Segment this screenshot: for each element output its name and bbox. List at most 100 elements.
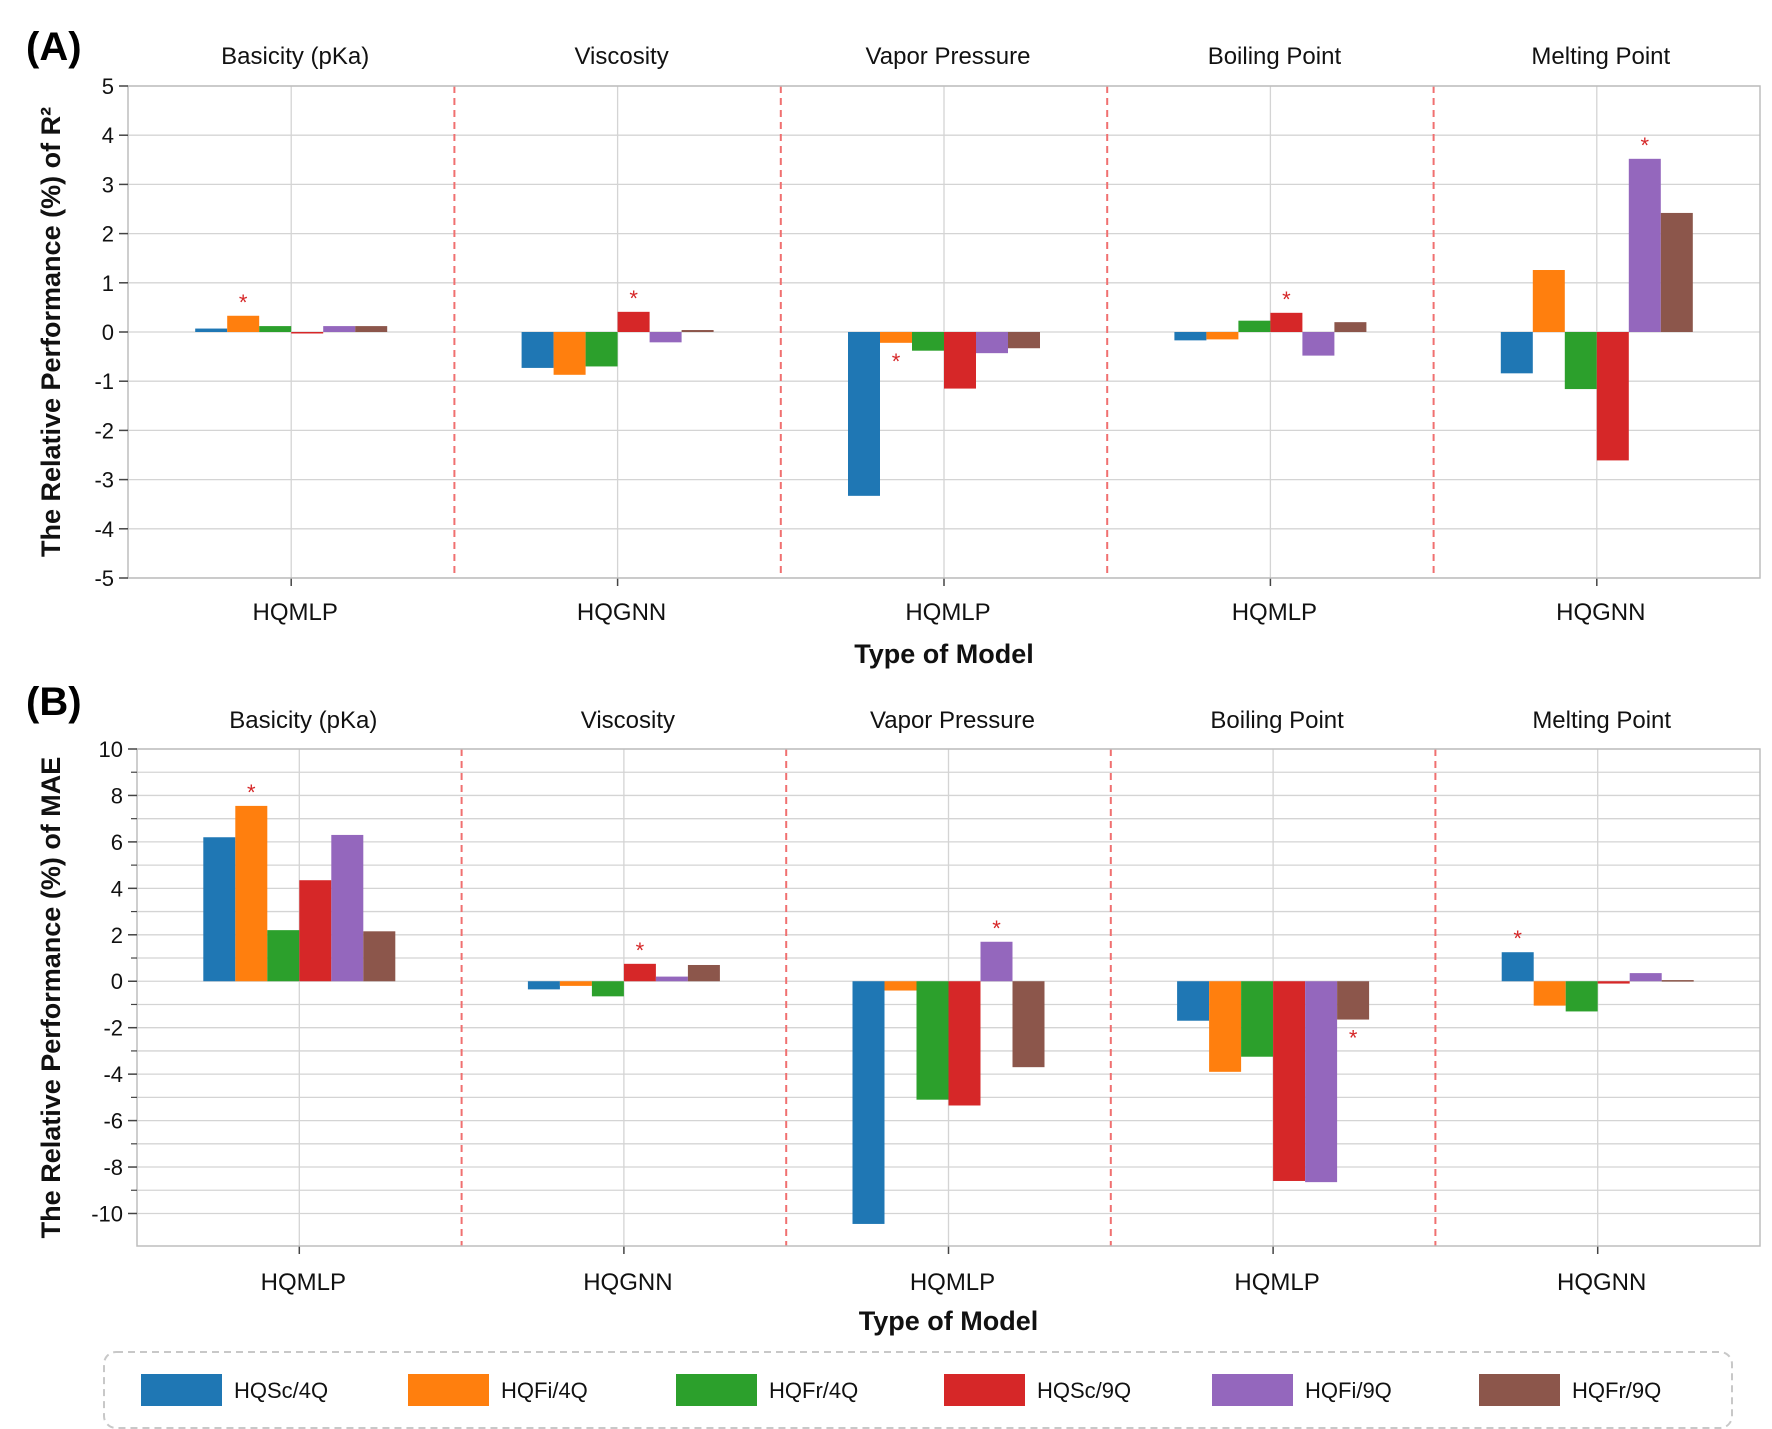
bar-hqfr-4q [1564, 332, 1597, 390]
y-tick-label: -8 [103, 1155, 123, 1180]
property-title: Vapor Pressure [866, 43, 1031, 70]
bar-hqsc-4q [1501, 952, 1534, 982]
bar-hqfr-9q [1337, 981, 1370, 1020]
legend-swatch [408, 1374, 489, 1406]
y-tick-label: 5 [102, 74, 114, 99]
legend-swatch [944, 1374, 1025, 1406]
bar-hqfr-4q [1241, 981, 1274, 1057]
y-axis-label: The Relative Performance (%) of MAE [36, 757, 66, 1239]
property-title: Viscosity [574, 43, 668, 70]
bar-hqsc-4q [521, 332, 554, 368]
bar-hqfi-4q [1533, 981, 1566, 1006]
bar-hqfr-9q [1334, 322, 1367, 332]
y-tick-label: -6 [103, 1109, 123, 1134]
y-tick-label: -4 [103, 1062, 123, 1087]
bar-hqfi-9q [1629, 973, 1662, 982]
legend: HQSc/4Q HQFi/4Q HQFr/4Q HQSc/9Q HQFi/9Q HQFr/… [103, 1351, 1733, 1429]
model-tick-label: HQGNN [1556, 599, 1645, 626]
best-marker: * [1282, 287, 1291, 312]
bar-hqfr-9q [1661, 980, 1694, 982]
best-marker: * [636, 938, 645, 963]
bar-hqfr-9q [687, 964, 720, 982]
property-title: Boiling Point [1210, 707, 1344, 734]
bar-hqfi-4q [1532, 270, 1565, 332]
y-tick-label: 2 [102, 222, 114, 247]
bar-hqfi-9q [1628, 158, 1661, 332]
bar-hqfi-9q [976, 332, 1008, 354]
bar-hqsc-9q [1270, 312, 1303, 332]
y-tick-label: -10 [91, 1201, 123, 1226]
bar-hqsc-9q [1273, 981, 1306, 1181]
legend-label: HQSc/4Q [234, 1378, 328, 1403]
best-marker: * [247, 780, 256, 805]
x-axis-label: Type of Model [854, 639, 1034, 669]
model-tick-label: HQMLP [1232, 599, 1317, 626]
property-title: Basicity (pKa) [221, 43, 369, 70]
y-tick-label: 3 [102, 172, 114, 197]
bar-hqsc-4q [1174, 332, 1207, 341]
bar-hqfr-9q [355, 326, 388, 332]
model-tick-label: HQMLP [910, 1269, 995, 1296]
bar-hqfi-4q [559, 981, 592, 986]
y-tick-label: -3 [94, 468, 114, 493]
bar-hqsc-4q [195, 328, 228, 332]
legend-box [103, 1351, 1733, 1429]
legend-label: HQFr/9Q [1572, 1378, 1661, 1403]
y-tick-label: 8 [111, 783, 123, 808]
bar-hqfr-4q [912, 332, 944, 351]
model-tick-label: HQMLP [253, 599, 338, 626]
bar-hqsc-9q [617, 311, 650, 332]
legend-swatch [141, 1374, 222, 1406]
bar-hqfi-9q [649, 332, 682, 343]
y-tick-label: 6 [111, 830, 123, 855]
y-tick-label: 2 [111, 923, 123, 948]
bar-hqfr-4q [585, 332, 618, 367]
bar-hqsc-9q [623, 963, 656, 982]
legend-label: HQFi/9Q [1305, 1378, 1392, 1403]
bar-hqsc-4q [1177, 981, 1210, 1021]
legend-swatch [676, 1374, 757, 1406]
bar-hqsc-9q [291, 332, 324, 334]
property-title: Melting Point [1531, 43, 1670, 70]
best-marker: * [1349, 1026, 1358, 1051]
bar-hqsc-4q [203, 837, 236, 982]
bar-hqfr-4q [916, 981, 949, 1100]
bar-hqfi-9q [980, 941, 1013, 982]
model-tick-label: HQGNN [577, 599, 666, 626]
bar-hqfr-4q [591, 981, 624, 997]
bar-hqsc-9q [1597, 981, 1630, 984]
bar-hqfi-9q [323, 326, 356, 332]
legend-label: HQFi/4Q [501, 1378, 588, 1403]
legend-label: HQFr/4Q [769, 1378, 858, 1403]
legend-label: HQSc/9Q [1037, 1378, 1131, 1403]
y-tick-label: -1 [94, 369, 114, 394]
y-tick-label: -4 [94, 517, 114, 542]
panel-label: (B) [26, 680, 82, 724]
bar-hqfr-4q [259, 326, 292, 332]
bar-hqfi-4q [884, 981, 917, 991]
bar-hqfr-9q [681, 330, 714, 332]
y-tick-label: 10 [99, 737, 123, 762]
y-tick-label: -2 [103, 1016, 123, 1041]
best-marker: * [992, 916, 1001, 941]
bar-hqfi-4q [1209, 981, 1242, 1072]
x-axis-label: Type of Model [859, 1306, 1039, 1336]
model-tick-label: HQGNN [1557, 1269, 1646, 1296]
y-tick-label: 4 [111, 876, 123, 901]
model-tick-label: HQMLP [1234, 1269, 1319, 1296]
bar-hqsc-9q [299, 880, 332, 982]
bar-hqsc-4q [848, 332, 880, 496]
panel-b: (B) * Basicity (pKa) HQMLP * Viscosity HQGNN * V… [26, 680, 1761, 1336]
bar-hqsc-9q [948, 981, 981, 1106]
plot-frame [136, 748, 1761, 1247]
best-marker: * [239, 290, 248, 315]
property-title: Boiling Point [1208, 43, 1342, 70]
bar-hqfr-9q [363, 931, 396, 982]
best-marker: * [629, 286, 638, 311]
bar-hqsc-4q [852, 981, 885, 1224]
bar-hqsc-9q [1596, 332, 1629, 461]
y-tick-label: 1 [102, 271, 114, 296]
bar-hqfi-9q [655, 976, 688, 982]
panel-label: (A) [26, 25, 82, 69]
